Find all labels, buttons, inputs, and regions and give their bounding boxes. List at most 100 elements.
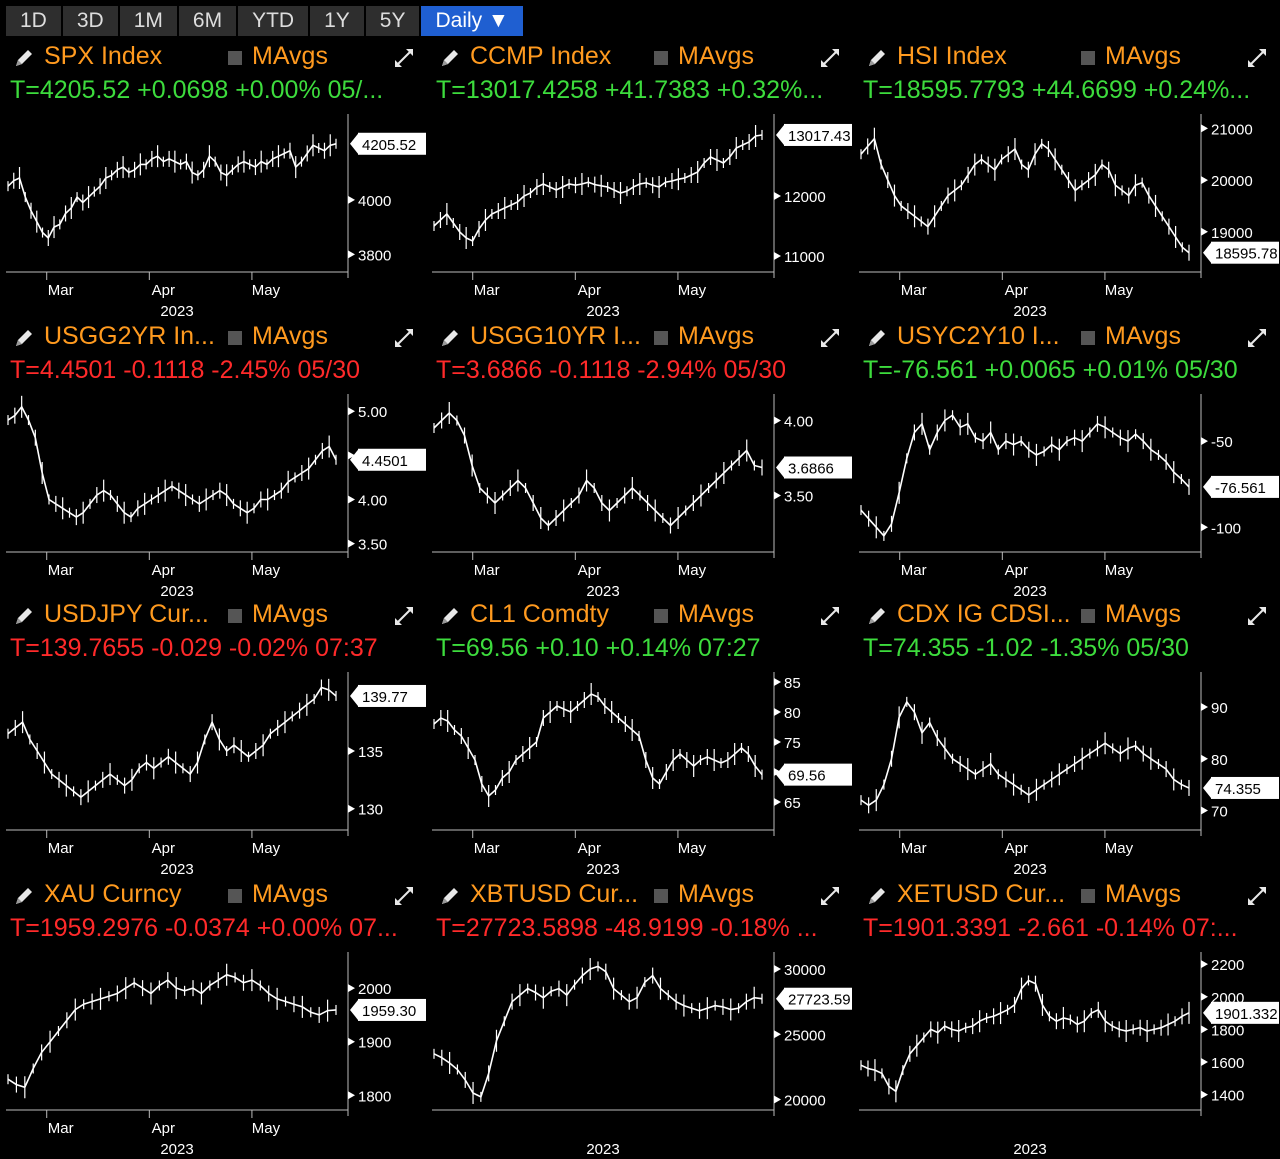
mavgs-checkbox[interactable] — [654, 51, 668, 65]
security-title[interactable]: USGG2YR In... — [44, 322, 215, 350]
series-line — [433, 693, 763, 798]
mavgs-checkbox[interactable] — [1081, 331, 1095, 345]
pencil-icon[interactable] — [438, 326, 462, 350]
security-title[interactable]: USDJPY Cur... — [44, 600, 209, 628]
last-value-label: 74.355 — [1215, 781, 1261, 798]
year-label: 2023 — [1013, 861, 1046, 878]
range-1m-button[interactable]: 1M — [119, 6, 177, 36]
mavgs-checkbox[interactable] — [654, 609, 668, 623]
mavgs-label[interactable]: MAvgs — [678, 880, 754, 908]
y-tick-label: 1900 — [358, 1035, 391, 1052]
series-line — [860, 979, 1190, 1093]
mavgs-label[interactable]: MAvgs — [252, 880, 328, 908]
security-title[interactable]: XETUSD Cur... — [897, 880, 1066, 908]
range-1d-button[interactable]: 1D — [6, 6, 61, 36]
expand-icon[interactable] — [392, 46, 416, 70]
y-tick-mark — [774, 491, 781, 500]
x-tick-label: Apr — [1005, 840, 1028, 857]
series-line — [433, 411, 763, 527]
range-1y-button[interactable]: 1Y — [310, 6, 364, 36]
mavgs-checkbox[interactable] — [228, 51, 242, 65]
pencil-icon[interactable] — [12, 884, 36, 908]
pencil-icon[interactable] — [12, 326, 36, 350]
mavgs-checkbox[interactable] — [228, 889, 242, 903]
mavgs-label[interactable]: MAvgs — [1105, 322, 1181, 350]
range-5y-button[interactable]: 5Y — [365, 6, 420, 36]
mavgs-label[interactable]: MAvgs — [1105, 42, 1181, 70]
year-label: 2023 — [160, 861, 193, 878]
pencil-icon[interactable] — [865, 326, 889, 350]
expand-icon[interactable] — [818, 884, 842, 908]
security-title[interactable]: USGG10YR I... — [470, 322, 641, 350]
pencil-icon[interactable] — [438, 46, 462, 70]
year-label: 2023 — [160, 1141, 193, 1158]
pencil-icon[interactable] — [12, 604, 36, 628]
last-value-pointer — [776, 988, 784, 1009]
x-tick-label: Mar — [901, 562, 927, 579]
pencil-icon[interactable] — [12, 46, 36, 70]
last-value-pointer — [350, 685, 358, 706]
year-label: 2023 — [160, 303, 193, 320]
expand-icon[interactable] — [1245, 326, 1269, 350]
y-tick-label: 20000 — [784, 1092, 826, 1109]
expand-icon[interactable] — [1245, 884, 1269, 908]
mavgs-checkbox[interactable] — [1081, 51, 1095, 65]
series-line — [7, 686, 337, 799]
mavgs-checkbox[interactable] — [1081, 889, 1095, 903]
expand-icon[interactable] — [818, 326, 842, 350]
mavgs-label[interactable]: MAvgs — [252, 42, 328, 70]
mavgs-checkbox[interactable] — [228, 609, 242, 623]
mavgs-label[interactable]: MAvgs — [1105, 880, 1181, 908]
pencil-icon[interactable] — [865, 46, 889, 70]
security-title[interactable]: SPX Index — [44, 42, 163, 70]
y-tick-mark — [774, 1095, 781, 1104]
expand-icon[interactable] — [1245, 46, 1269, 70]
last-value-label: 1959.30 — [362, 1003, 416, 1020]
x-tick-label: Apr — [578, 840, 601, 857]
security-title[interactable]: USYC2Y10 I... — [897, 322, 1060, 350]
mavgs-label[interactable]: MAvgs — [252, 600, 328, 628]
pencil-icon[interactable] — [865, 604, 889, 628]
mavgs-label[interactable]: MAvgs — [252, 322, 328, 350]
expand-icon[interactable] — [818, 604, 842, 628]
range-6m-button[interactable]: 6M — [178, 6, 237, 36]
y-tick-label: -50 — [1211, 434, 1233, 451]
mavgs-label[interactable]: MAvgs — [678, 600, 754, 628]
y-tick-mark — [1201, 1057, 1208, 1066]
security-title[interactable]: CDX IG CDSI... — [897, 600, 1071, 628]
security-title[interactable]: XAU Curncy — [44, 880, 182, 908]
mavgs-label[interactable]: MAvgs — [678, 42, 754, 70]
chart-panel: CCMP Index MAvgs T=13017.4258 +41.7383 +0.… — [426, 40, 853, 320]
expand-icon[interactable] — [392, 884, 416, 908]
y-tick-label: 21000 — [1211, 121, 1253, 138]
last-value-label: -76.561 — [1215, 480, 1266, 497]
y-tick-label: 80 — [784, 705, 801, 722]
expand-icon[interactable] — [392, 604, 416, 628]
pencil-icon[interactable] — [865, 884, 889, 908]
expand-icon[interactable] — [818, 46, 842, 70]
security-title[interactable]: HSI Index — [897, 42, 1007, 70]
range-3d-button[interactable]: 3D — [62, 6, 118, 36]
mavgs-checkbox[interactable] — [1081, 609, 1095, 623]
pencil-icon[interactable] — [438, 604, 462, 628]
expand-icon[interactable] — [392, 326, 416, 350]
mavgs-checkbox[interactable] — [654, 331, 668, 345]
frequency-daily-dropdown[interactable]: Daily ▼ — [421, 6, 523, 36]
last-value-box — [1211, 241, 1279, 264]
range-ytd-button[interactable]: YTD — [238, 6, 309, 36]
security-title[interactable]: CCMP Index — [470, 42, 612, 70]
y-tick-mark — [348, 539, 355, 548]
mavgs-checkbox[interactable] — [654, 889, 668, 903]
security-title[interactable]: XBTUSD Cur... — [470, 880, 639, 908]
mavgs-label[interactable]: MAvgs — [1105, 600, 1181, 628]
pencil-icon[interactable] — [438, 884, 462, 908]
y-tick-mark — [774, 738, 781, 746]
chart-panel: XAU Curncy MAvgs T=1959.2976 -0.0374 +0.00… — [0, 878, 427, 1158]
expand-icon[interactable] — [1245, 604, 1269, 628]
security-title[interactable]: CL1 Comdty — [470, 600, 609, 628]
chart-panel: USDJPY Cur... MAvgs T=139.7655 -0.029 -0.0… — [0, 598, 427, 878]
y-tick-label: 90 — [1211, 700, 1228, 717]
mavgs-checkbox[interactable] — [228, 331, 242, 345]
price-quote: T=139.7655 -0.029 -0.02% 07:37 — [10, 634, 378, 662]
mavgs-label[interactable]: MAvgs — [678, 322, 754, 350]
